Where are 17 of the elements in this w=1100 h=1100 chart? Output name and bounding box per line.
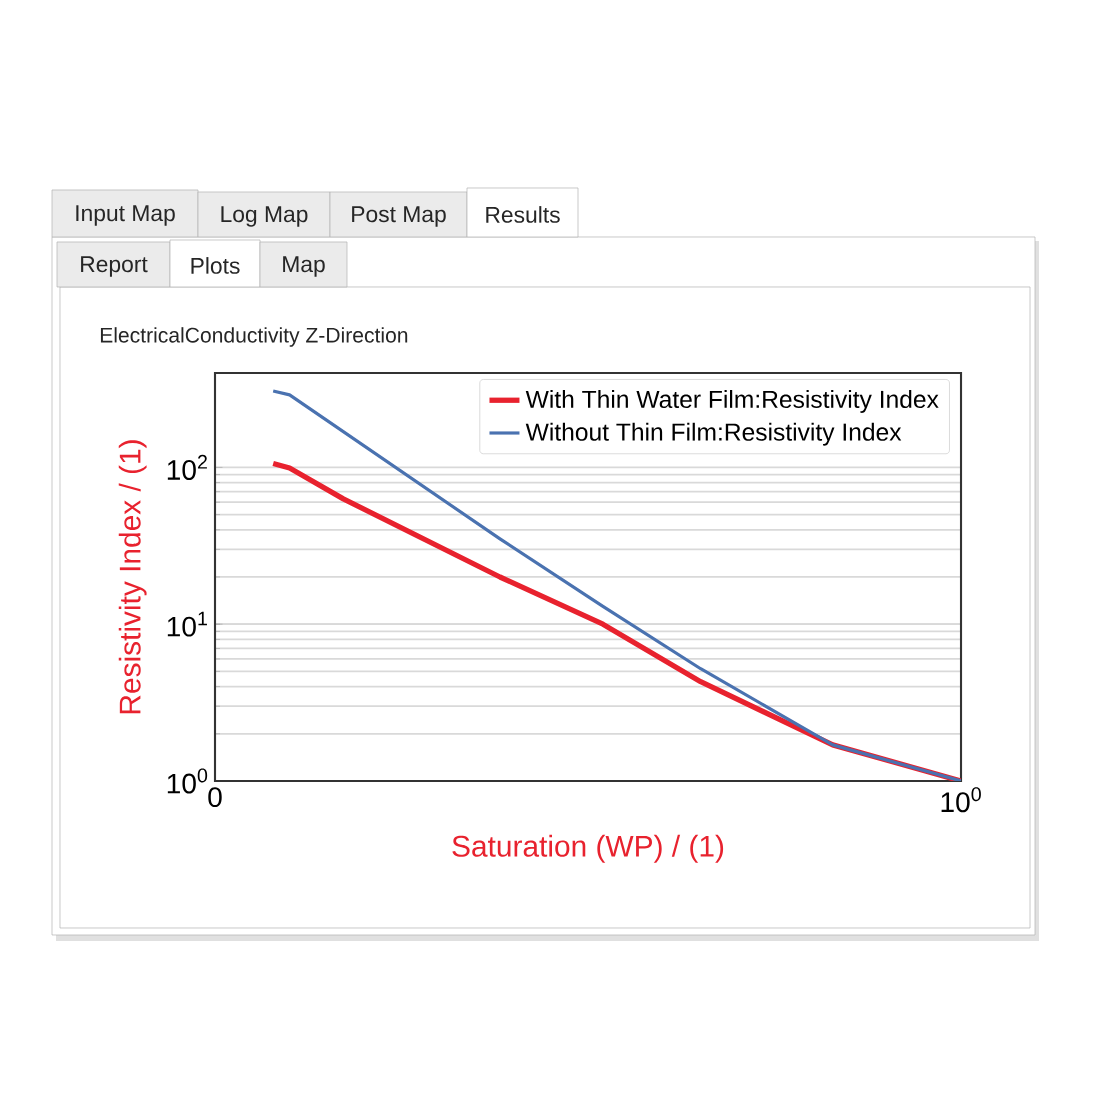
- text: Map: [283, 256, 325, 277]
- y-axis-title: Resistivity Index / (1): [118, 440, 147, 714]
- x-tick-label: 0: [208, 787, 222, 808]
- y-tick-label: 10$^{1}$: [167, 611, 207, 637]
- text: Plots: [191, 257, 240, 274]
- chart-title: ElectricalConductivity Z-Direction: [100, 327, 408, 347]
- text: Results: [486, 206, 560, 223]
- text: Post Map: [352, 206, 446, 227]
- legend-label: With Thin Water Film:Resistivity Index: [525, 390, 939, 413]
- legend-label: Without Thin Film:Resistivity Index: [525, 422, 902, 446]
- x-axis-title: Saturation (WP) / (1): [452, 834, 724, 863]
- line-series: [271, 389, 962, 781]
- y-tick-label: 10$^{2}$: [167, 454, 207, 480]
- text: Report: [81, 256, 148, 277]
- y-tick-label: 10$^{0}$: [167, 768, 208, 794]
- text: Log Map: [221, 206, 308, 227]
- text: Input Map: [76, 205, 175, 226]
